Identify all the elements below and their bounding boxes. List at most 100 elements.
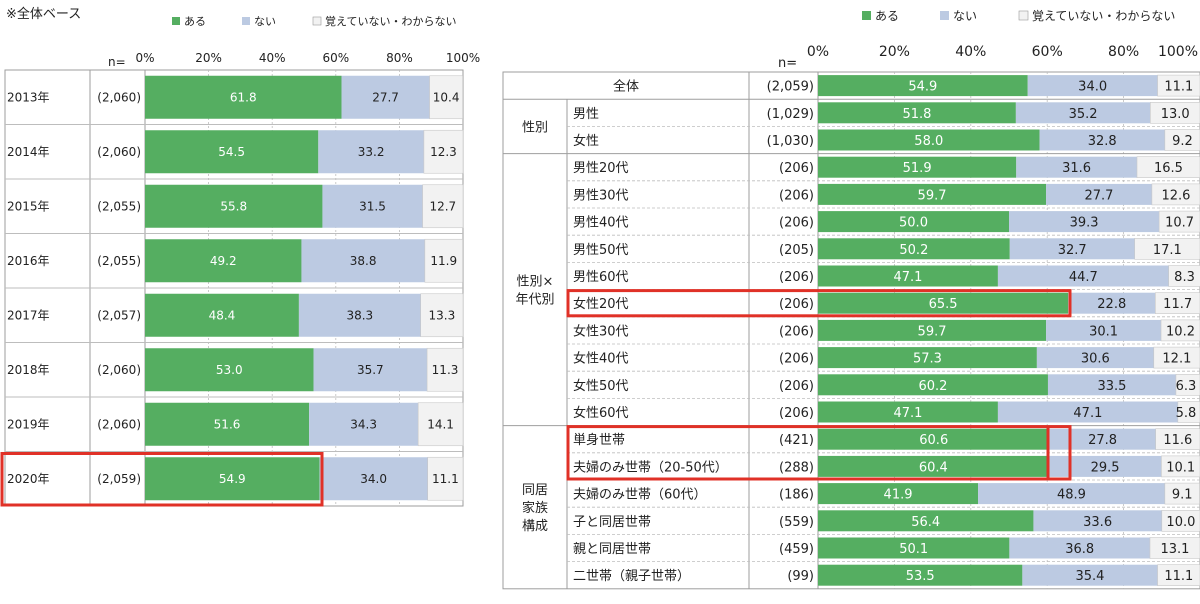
n-header-label: n= <box>108 55 126 69</box>
bar-value-label: 38.3 <box>346 308 373 322</box>
bar-segment <box>429 75 463 120</box>
bar-segment <box>1009 537 1150 559</box>
bar-value-label: 60.4 <box>919 460 948 475</box>
bar-segment <box>1046 183 1152 205</box>
row-n-label: (2,055) <box>97 254 141 268</box>
bar-value-label: 47.1 <box>1073 406 1102 421</box>
bar-segment <box>978 483 1165 505</box>
bar-segment <box>313 348 428 392</box>
bar-value-label: 61.8 <box>230 90 257 104</box>
highlight-box <box>566 425 1072 481</box>
bar-segment <box>145 75 342 119</box>
bar-segment <box>1022 564 1158 586</box>
bar-segment <box>1157 74 1200 97</box>
bar-value-label: 35.2 <box>1069 107 1098 122</box>
bar-value-label: 59.7 <box>918 188 947 203</box>
row-n-label: (206) <box>779 188 814 203</box>
bar-value-label: 65.5 <box>929 297 958 312</box>
bar-segment <box>427 456 464 501</box>
x-tick-label: 40% <box>955 44 986 60</box>
legend-marker-nai <box>242 17 250 25</box>
row-label: 女性50代 <box>573 378 629 394</box>
bar-segment <box>818 347 1037 369</box>
bar-segment <box>1033 510 1162 532</box>
x-tick-label: 0% <box>807 44 829 60</box>
bar-value-label: 6.3 <box>1176 379 1197 394</box>
bar-segment <box>417 402 464 447</box>
bar-value-label: 35.7 <box>357 363 384 377</box>
row-n-label: (2,060) <box>97 90 141 104</box>
bar-value-label: 33.5 <box>1097 379 1126 394</box>
group-label: 構成 <box>522 519 548 534</box>
bar-value-label: 56.4 <box>911 515 940 530</box>
bar-segment <box>1016 156 1137 178</box>
row-n-label: (206) <box>779 297 814 312</box>
bar-segment <box>319 457 428 501</box>
row-n-label: (1,029) <box>767 107 814 122</box>
bar-segment <box>318 130 424 174</box>
bar-segment <box>997 401 1178 423</box>
bar-value-label: 54.5 <box>218 145 245 159</box>
bar-segment <box>426 347 464 392</box>
bar-value-label: 11.9 <box>430 254 457 268</box>
x-tick-label: 60% <box>322 51 349 65</box>
bar-segment <box>1009 211 1160 233</box>
row-label: 2015年 <box>7 199 50 213</box>
group-label: 性別 <box>522 120 548 135</box>
row-label: 2020年 <box>7 472 50 486</box>
bar-segment <box>1157 564 1200 587</box>
bar-value-label: 34.0 <box>360 472 387 486</box>
bar-segment <box>1048 455 1162 477</box>
bar-segment <box>423 129 464 174</box>
bar-value-label: 51.8 <box>902 107 931 122</box>
row-label: 夫婦のみ世帯（20-50代） <box>573 459 728 475</box>
bar-segment <box>818 75 1028 97</box>
bar-value-label: 10.2 <box>1166 324 1195 339</box>
n-header-label: n= <box>778 56 797 71</box>
right-table-frame <box>502 71 1200 590</box>
row-label: 2014年 <box>7 145 50 159</box>
row-label: 女性 <box>573 133 599 149</box>
legend-marker-aru <box>862 11 871 20</box>
x-tick-label: 40% <box>259 51 286 65</box>
bar-value-label: 11.1 <box>1164 569 1193 584</box>
group-label: 年代別 <box>515 293 554 308</box>
row-n-label: (421) <box>779 433 814 448</box>
bar-value-label: 55.8 <box>220 199 247 213</box>
bar-segment <box>420 293 464 338</box>
note-text: ※全体ベース <box>6 6 81 22</box>
row-n-label: (205) <box>779 243 814 258</box>
row-n-label: (186) <box>779 488 814 503</box>
bar-segment <box>145 239 302 283</box>
row-n-label: (206) <box>779 216 814 231</box>
row-n-label: (206) <box>779 161 814 176</box>
group-label: 性別× <box>517 275 554 290</box>
x-tick-label: 20% <box>879 44 910 60</box>
bar-value-label: 8.3 <box>1174 270 1195 285</box>
bar-value-label: 16.5 <box>1154 161 1183 176</box>
bar-segment <box>818 374 1048 396</box>
bar-value-label: 59.7 <box>918 324 947 339</box>
row-n-label: (559) <box>779 515 814 530</box>
bar-segment <box>818 183 1047 205</box>
bar-value-label: 17.1 <box>1153 243 1182 258</box>
highlight-box <box>0 452 324 507</box>
x-tick-label: 0% <box>135 51 154 65</box>
row-n-label: (1,030) <box>767 134 814 149</box>
bar-segment <box>818 156 1017 178</box>
legend-label-nai: ない <box>254 15 276 28</box>
legend-marker-aru <box>172 17 180 25</box>
bar-segment <box>1160 319 1200 342</box>
legend-label-unknown: 覚えていない・わからない <box>1032 9 1175 23</box>
bar-segment <box>145 293 299 337</box>
row-label: 2017年 <box>7 308 50 322</box>
legend-marker-unknown <box>1018 10 1029 21</box>
bar-value-label: 51.9 <box>903 161 932 176</box>
bar-segment <box>1036 347 1154 369</box>
legend-label-aru: ある <box>184 15 206 28</box>
group-label: 同居 <box>522 483 548 498</box>
bar-value-label: 47.1 <box>893 270 922 285</box>
bar-value-label: 11.6 <box>1163 433 1192 448</box>
